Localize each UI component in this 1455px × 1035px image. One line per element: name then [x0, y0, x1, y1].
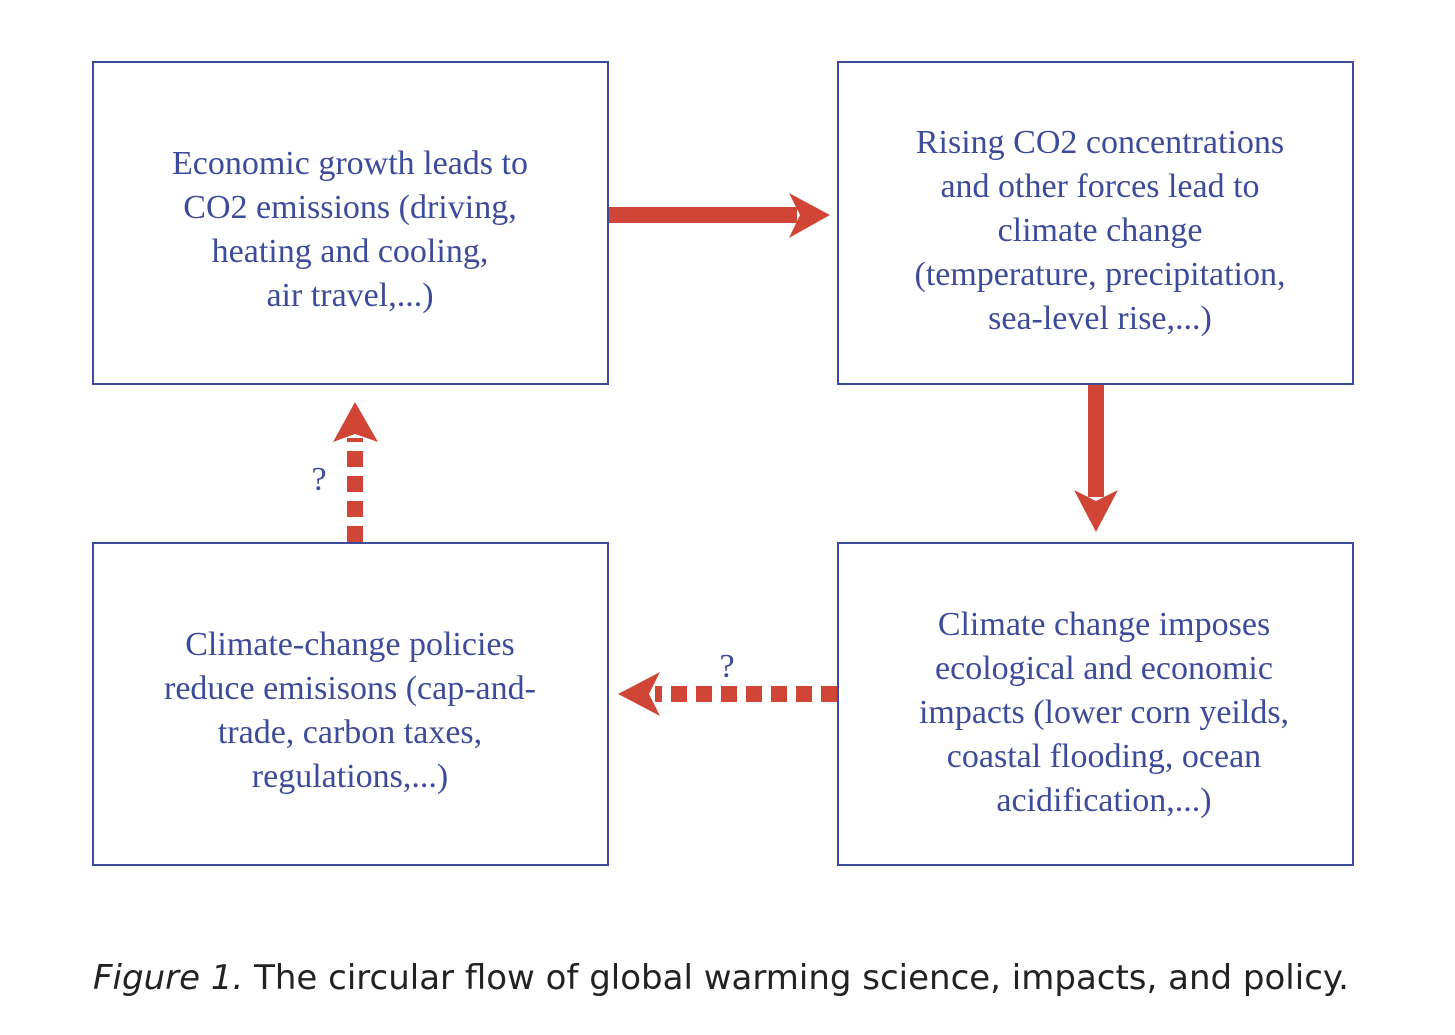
box-climate-policies	[92, 542, 609, 866]
arrow-climate-to-impacts	[1074, 385, 1118, 532]
box-line: climate change	[998, 212, 1203, 249]
box-line: regulations,...)	[252, 758, 448, 795]
box-economic-growth	[92, 61, 609, 385]
box-line: acidification,...)	[996, 782, 1211, 819]
box-line: Climate-change policies	[185, 626, 515, 663]
box-line: sea-level rise,...)	[988, 300, 1212, 337]
box-line: air travel,...)	[266, 277, 433, 314]
box-line: CO2 emissions (driving,	[183, 189, 516, 226]
arrow-policies-to-growth	[333, 402, 378, 542]
caption-label: Figure 1.	[93, 958, 244, 998]
box-line: and other forces lead to	[940, 168, 1259, 205]
box-climate-policies-text: Climate-change policies reduce emisisons…	[164, 626, 536, 795]
box-climate-impacts-text: Climate change imposes ecological and ec…	[919, 606, 1289, 819]
caption-text: The circular flow of global warming scie…	[243, 958, 1349, 998]
box-line: ecological and economic	[935, 650, 1273, 687]
box-line: heating and cooling,	[212, 233, 489, 270]
box-economic-growth-text: Economic growth leads to CO2 emissions (…	[172, 145, 528, 314]
figure-caption: Figure 1. The circular flow of global wa…	[93, 958, 1349, 998]
box-climate-impacts	[837, 542, 1354, 866]
question-mark-label: ?	[719, 648, 734, 685]
box-rising-co2	[837, 61, 1354, 385]
box-line: trade, carbon taxes,	[218, 714, 482, 751]
arrow-impacts-to-policies	[618, 672, 837, 716]
box-line: coastal flooding, ocean	[947, 738, 1261, 775]
box-line: reduce emisisons (cap-and-	[164, 670, 536, 707]
box-line: (temperature, precipitation,	[915, 256, 1286, 293]
question-mark-label: ?	[311, 461, 326, 498]
box-line: Climate change imposes	[938, 606, 1270, 643]
box-line: Economic growth leads to	[172, 145, 528, 182]
box-line: Rising CO2 concentrations	[916, 124, 1284, 161]
box-rising-co2-text: Rising CO2 concentrations and other forc…	[915, 124, 1286, 337]
arrow-emissions-to-climate	[609, 193, 830, 238]
box-line: impacts (lower corn yeilds,	[919, 694, 1289, 731]
